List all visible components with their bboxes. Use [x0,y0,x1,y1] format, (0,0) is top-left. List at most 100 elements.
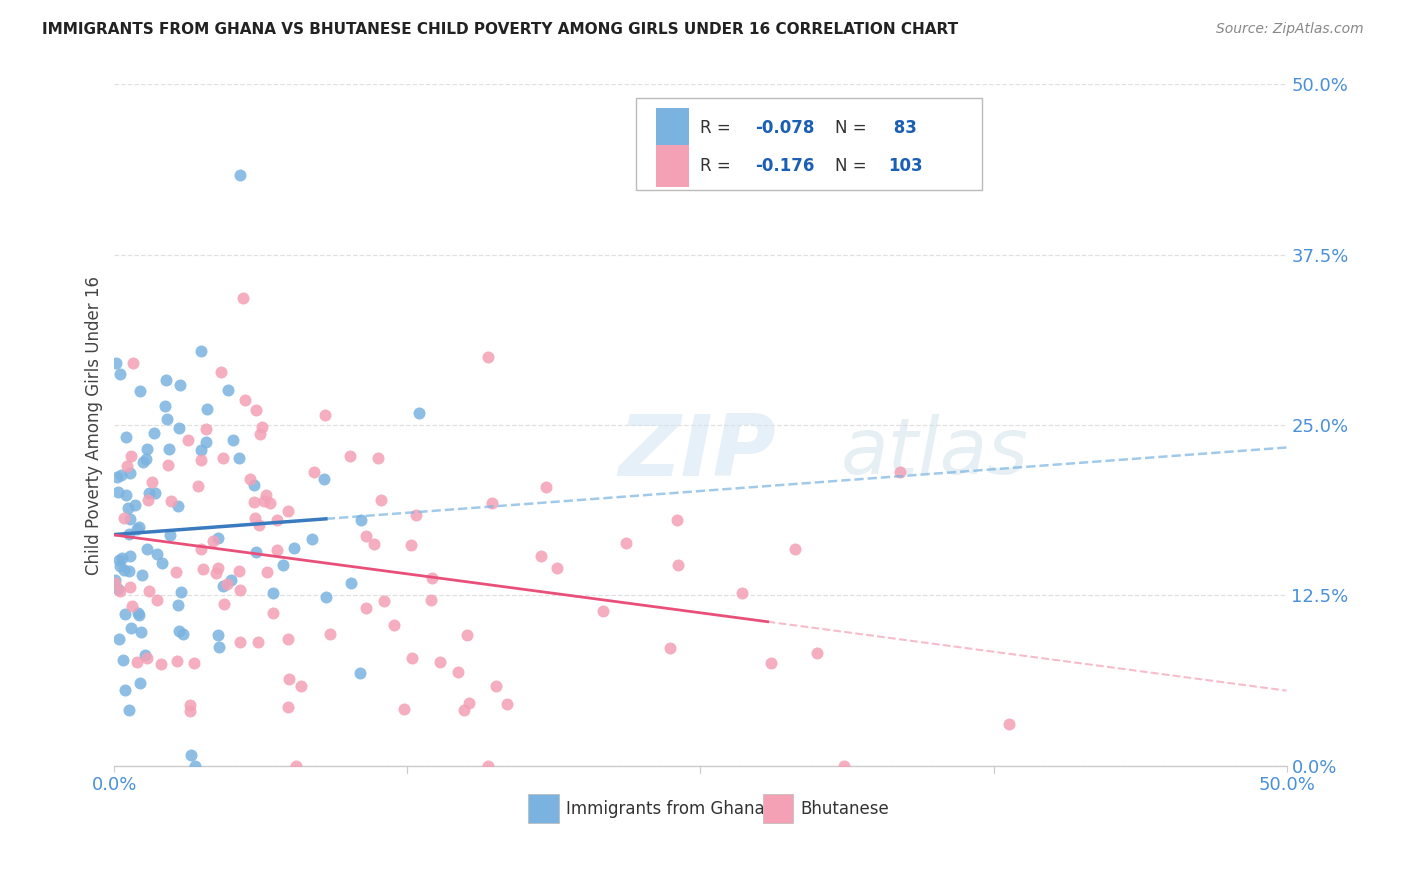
FancyBboxPatch shape [657,108,689,149]
Point [143,486,166,500]
Point [108,553,131,567]
Point [271,558,294,572]
Point [115,458,138,473]
Point [108,559,131,574]
Point [205,566,228,580]
Point [187,479,209,493]
Point [256,565,278,579]
Point [266,543,288,558]
Point [354,529,377,543]
Point [180,748,202,763]
Point [104,575,127,590]
Point [481,496,503,510]
Point [889,465,911,479]
Point [131,568,153,582]
Point [219,574,242,588]
Point [118,549,141,563]
Point [496,697,519,711]
Point [247,518,270,533]
FancyBboxPatch shape [657,145,689,186]
Text: R =: R = [700,120,737,137]
Point [530,549,553,564]
Point [211,579,233,593]
Point [195,402,218,417]
Point [312,472,335,486]
Point [138,583,160,598]
Point [485,679,508,693]
Point [129,676,152,690]
Point [340,576,363,591]
Point [315,590,337,604]
Point [118,702,141,716]
Point [314,408,336,422]
Point [207,627,229,641]
Point [209,365,232,379]
Point [112,653,135,667]
Point [207,531,229,545]
Point [302,465,325,479]
Point [266,513,288,527]
Point [134,648,156,662]
Point [546,560,568,574]
Point [420,571,443,585]
Point [301,533,323,547]
FancyBboxPatch shape [636,98,981,190]
Point [534,481,557,495]
Point [107,485,129,500]
Point [169,378,191,392]
Text: Source: ZipAtlas.com: Source: ZipAtlas.com [1216,22,1364,37]
Point [242,495,264,509]
Point [998,716,1021,731]
Point [228,564,250,578]
Point [110,467,132,482]
Point [429,655,451,669]
Point [107,582,129,596]
Point [105,470,128,484]
Text: IMMIGRANTS FROM GHANA VS BHUTANESE CHILD POVERTY AMONG GIRLS UNDER 16 CORRELATIO: IMMIGRANTS FROM GHANA VS BHUTANESE CHILD… [42,22,959,37]
Point [184,759,207,773]
Point [190,453,212,467]
Point [190,344,212,359]
Y-axis label: Child Poverty Among Girls Under 16: Child Poverty Among Girls Under 16 [86,276,103,574]
Point [110,583,132,598]
Point [179,698,201,712]
Point [477,350,499,364]
Point [239,472,262,486]
Text: 103: 103 [889,157,922,175]
Point [114,607,136,622]
Point [759,657,782,671]
Point [232,291,254,305]
Point [118,512,141,526]
Point [252,420,274,434]
Point [658,640,681,655]
Point [215,577,238,591]
Point [135,452,157,467]
Point [157,458,180,473]
Point [129,384,152,398]
Point [233,393,256,408]
Point [592,603,614,617]
Point [420,592,443,607]
Point [318,626,340,640]
Point [290,679,312,693]
Point [159,494,181,508]
Point [166,499,188,513]
Point [118,527,141,541]
Point [150,657,173,671]
Point [477,759,499,773]
Point [122,356,145,370]
Point [120,580,142,594]
Point [143,425,166,440]
Point [222,434,245,448]
Point [458,696,481,710]
Point [167,421,190,435]
Point [453,703,475,717]
Point [120,621,142,635]
Point [112,563,135,577]
Point [665,513,688,527]
Point [127,606,149,620]
Point [245,511,267,525]
Point [117,564,139,578]
Point [159,528,181,542]
Text: -0.176: -0.176 [755,157,815,175]
